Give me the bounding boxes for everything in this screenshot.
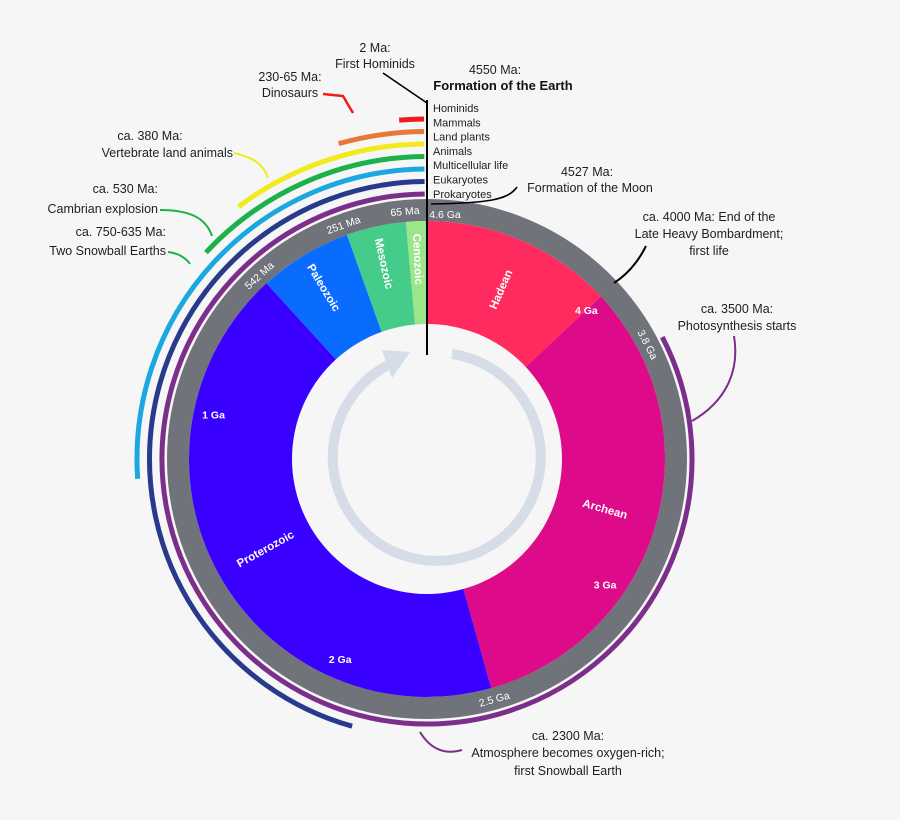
legend-hominids: Hominids [433,103,479,115]
moon-line2: Formation of the Moon [527,181,653,195]
outer-tick-65-ma: 65 Ma [390,205,420,220]
dinosaurs-line1: 230-65 Ma: [258,70,321,84]
snowball-line2: Two Snowball Earths [49,244,166,258]
life-arc-land-plants [236,141,425,209]
formation-earth-line2: Formation of the Earth [433,78,572,93]
legend-animals: Animals [433,146,473,158]
leader-moon [430,186,518,205]
life-arc-prokaryotes [159,191,695,727]
bombardment-line3: first life [689,244,729,258]
leader-first-hominids [382,72,428,104]
leader-cambrian [159,209,213,237]
legend-mammals: Mammals [433,117,481,129]
cambrian-line1: ca. 530 Ma: [93,182,158,196]
leader-lines [159,72,737,753]
land-animals-line2: Vertebrate land animals [102,146,233,160]
formation-earth-line1: 4550 Ma: [469,63,521,77]
eon-wedge-archean [462,296,665,689]
oxygen-line3: first Snowball Earth [514,764,622,778]
legend-prokaryotes: Prokaryotes [433,189,492,201]
inner-tick-2-ga: 2 Ga [329,654,352,666]
snowball-line1: ca. 750-635 Ma: [76,225,166,239]
legend-eukaryotes: Eukaryotes [433,175,489,187]
dinosaurs-line2: Dinosaurs [262,86,318,100]
eon-wedge-proterozoic [188,283,492,698]
leader-dinosaurs [322,92,355,114]
leader-oxygen [419,731,463,753]
oxygen-line2: Atmosphere becomes oxygen-rich; [471,746,664,760]
life-arc-animals [204,154,425,255]
photosynthesis-line1: ca. 3500 Ma: [701,302,773,316]
eon-label-cenozoic: Cenozoic [410,233,424,285]
leader-photosynthesis [691,335,737,422]
eon-wedge-cenozoic [405,221,427,327]
eon-wedge-paleozoic [266,234,383,361]
cambrian-line2: Cambrian explosion [48,202,159,216]
legend-multicellular-life: Multicellular life [433,160,508,172]
legend-land-plants: Land plants [433,132,490,144]
land-animals-line1: ca. 380 Ma: [117,129,182,143]
leader-snowball [167,251,191,265]
eon-wedge-mesozoic [346,221,416,334]
life-arc-hominids [398,116,425,123]
life-arc-multicellular-life [134,166,425,479]
moon-line1: 4527 Ma: [561,165,613,179]
oxygen-line1: ca. 2300 Ma: [532,729,604,743]
leader-land-animals [233,152,269,179]
leader-bombardment [613,245,647,284]
life-arc-eukaryotes [147,179,425,729]
life-legend: Hominids Mammals Land plants Animals Multice… [433,103,508,201]
ring-label-start: 4.6 Ga [429,209,461,221]
arrow-head-icon [382,350,410,378]
inner-tick-1-ga: 1 Ga [202,410,225,422]
bombardment-line2: Late Heavy Bombardment; [635,227,784,241]
clockwise-arrow-icon [327,349,546,566]
bombardment-line1: ca. 4000 Ma: End of the [643,210,776,224]
inner-tick-3-ga: 3 Ga [594,580,617,592]
first-hominids-line2: First Hominids [335,57,415,71]
first-hominids-line1: 2 Ma: [359,41,390,55]
life-arc-mammals [337,129,425,147]
life-arcs [134,116,695,729]
inner-tick-4-ga: 4 Ga [575,305,598,317]
photosynthesis-line2: Photosynthesis starts [678,319,797,333]
